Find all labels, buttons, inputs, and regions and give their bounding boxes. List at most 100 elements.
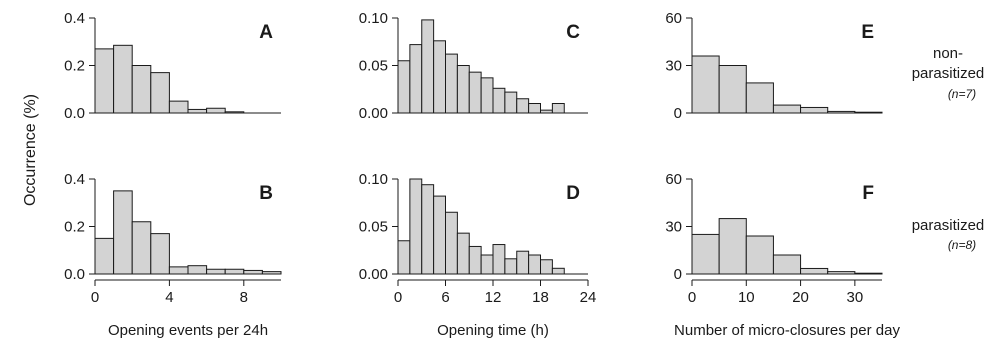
histogram-bar	[445, 211, 458, 275]
histogram-bar	[456, 232, 470, 275]
histogram-bar	[480, 254, 494, 275]
x-tick-label: 6	[441, 289, 449, 306]
histogram-bar	[113, 190, 133, 275]
group-label-nonparasitized: non- parasitized (n=7)	[912, 45, 985, 101]
histogram-bar	[504, 258, 518, 275]
y-tick-label: 0.0	[64, 105, 85, 122]
y-tick-label: 0.2	[64, 58, 85, 75]
y-tick-label: 60	[665, 171, 682, 188]
histogram-bar	[131, 65, 152, 114]
histogram-bar	[691, 233, 720, 275]
panel-letter: A	[259, 22, 273, 43]
histogram-bar	[516, 98, 530, 114]
histogram-bar	[150, 72, 170, 114]
group-label-parasitized: parasitized (n=8)	[912, 217, 985, 252]
histogram-bar	[243, 269, 263, 275]
histogram-bar	[397, 60, 411, 114]
y-tick-label: 0	[674, 105, 682, 122]
histogram-bar	[540, 259, 553, 275]
histogram-bar	[150, 233, 170, 275]
x-tick-label: 20	[792, 289, 809, 306]
y-tick-label: 0.10	[359, 10, 388, 27]
x-tick-label: 30	[847, 289, 864, 306]
panel-A: 0.0 0.2 0.4 A	[64, 10, 281, 122]
histogram-bar	[131, 221, 152, 275]
y-tick-label: 0.00	[359, 266, 388, 283]
histogram-bar	[772, 104, 802, 114]
x-tick-label: 10	[738, 289, 755, 306]
histogram-bar	[409, 178, 423, 275]
y-tick-label: 0.00	[359, 105, 388, 122]
y-axis-label: Occurrence (%)	[22, 94, 39, 206]
panel-C: 0.00 0.05 0.10 C	[359, 10, 588, 122]
y-tick-label: 0	[674, 266, 682, 283]
y-tick-label: 0.10	[359, 171, 388, 188]
y-tick-label: 0.05	[359, 58, 388, 75]
histogram-bar	[516, 250, 530, 275]
y-tick-label: 30	[665, 219, 682, 236]
histogram-bar	[551, 103, 565, 114]
histogram-bar	[94, 48, 115, 114]
histogram-bar	[745, 235, 774, 275]
y-tick-label: 0.05	[359, 219, 388, 236]
group-n-label: (n=7)	[948, 87, 976, 101]
histogram-bar	[187, 265, 208, 275]
histogram-bar	[224, 268, 245, 275]
group-n-label: (n=8)	[948, 238, 976, 252]
histogram-bar	[421, 19, 435, 114]
x-tick-label: 8	[240, 289, 248, 306]
histogram-bar	[168, 100, 189, 114]
x-tick-label: 4	[165, 289, 173, 306]
histogram-bar	[480, 77, 494, 114]
x-tick-label: 0	[91, 289, 99, 306]
y-tick-label: 0.4	[64, 10, 85, 27]
histogram-bar	[718, 218, 747, 275]
histogram-bar	[206, 107, 226, 114]
panel-letter: C	[566, 22, 580, 43]
panel-letter: B	[259, 183, 273, 204]
histogram-bar	[800, 106, 829, 114]
histogram-bar	[94, 237, 115, 275]
histogram-bar	[206, 268, 226, 275]
histogram-bar	[468, 245, 482, 275]
y-tick-label: 60	[665, 10, 682, 27]
histogram-bar	[445, 53, 458, 114]
x-tick-label: 18	[532, 289, 549, 306]
x-tick-label: 0	[394, 289, 402, 306]
histogram-bar	[691, 55, 720, 114]
histogram-bar	[745, 82, 774, 114]
y-tick-label: 0.4	[64, 171, 85, 188]
panel-D: 0.00 0.05 0.10 0 6 12 18 24 D Opening time (h)	[359, 171, 597, 339]
histogram-bar	[718, 65, 747, 114]
x-tick-label: 0	[688, 289, 696, 306]
histogram-bar	[113, 44, 133, 114]
panel-E: 0 30 60 E	[665, 10, 883, 122]
panel-letter: F	[862, 183, 874, 204]
histogram-bar	[433, 195, 446, 275]
histogram-bar	[168, 266, 189, 275]
histogram-bar	[456, 65, 470, 114]
histogram-bar	[409, 44, 423, 114]
histogram-bar	[397, 240, 411, 275]
histogram-bar	[504, 91, 518, 114]
y-tick-label: 0.2	[64, 219, 85, 236]
histogram-bar	[187, 108, 208, 114]
panel-B: 0.0 0.2 0.4 0 4 8 B Opening events per 24h	[64, 171, 282, 339]
histogram-bar	[492, 87, 506, 114]
x-axis-label: Opening events per 24h	[108, 322, 268, 339]
panel-letter: D	[566, 183, 580, 204]
histogram-bar	[551, 267, 565, 275]
group-label-line1: parasitized	[912, 217, 985, 234]
histogram-bar	[772, 254, 802, 275]
histogram-bar	[421, 184, 435, 275]
y-tick-label: 30	[665, 58, 682, 75]
histogram-bar	[433, 40, 446, 114]
histogram-bar	[528, 254, 541, 275]
group-label-line1: non-	[933, 45, 963, 62]
panel-F: 0 30 60 0 10 20 30 F Number of micro-closures pe…	[665, 171, 900, 339]
histogram-bar	[528, 103, 541, 114]
x-axis-label: Number of micro-closures per day	[674, 322, 900, 339]
y-tick-label: 0.0	[64, 266, 85, 283]
panels: 0.0 0.2 0.4 A 0.0 0.2 0.4 0 4 8 B Opening events pe…	[64, 10, 900, 339]
